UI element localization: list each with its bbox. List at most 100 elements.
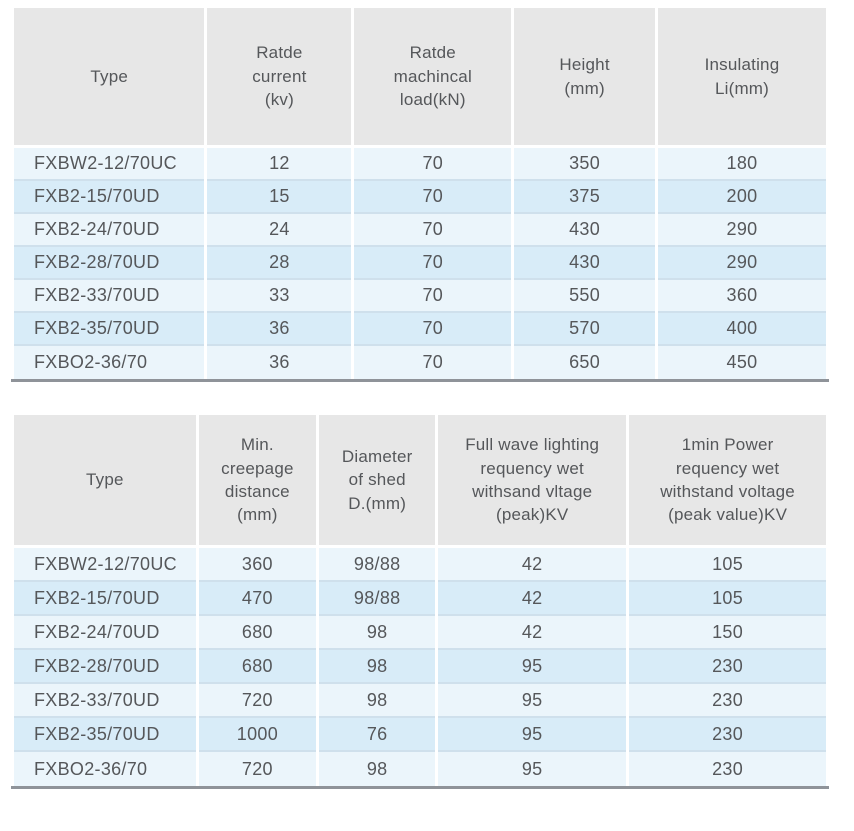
value-cell: 95: [438, 684, 627, 718]
column-header-shed-diameter: Diameter of shed D.(mm): [319, 415, 436, 548]
value-cell: 95: [438, 752, 627, 786]
value-cell: 105: [629, 582, 826, 616]
value-cell: 70: [354, 280, 512, 313]
table-row: FXB2-35/70UD 36 70 570 400: [14, 313, 826, 346]
value-cell: 680: [198, 650, 317, 684]
value-cell: 95: [438, 718, 627, 752]
type-cell: FXB2-28/70UD: [14, 247, 205, 280]
table-row: FXBO2-36/70 720 98 95 230: [14, 752, 826, 786]
table-2-header: Type Min. creepage distance (mm) Diamete…: [14, 415, 826, 548]
type-cell: FXB2-24/70UD: [14, 616, 196, 650]
table-row: FXB2-33/70UD 720 98 95 230: [14, 684, 826, 718]
value-cell: 28: [207, 247, 352, 280]
table-row: FXB2-33/70UD 33 70 550 360: [14, 280, 826, 313]
content-wrap: Type Ratde current (kv) Ratde machincal …: [11, 0, 829, 789]
type-cell: FXBW2-12/70UC: [14, 148, 205, 181]
type-cell: FXB2-33/70UD: [14, 280, 205, 313]
table-row: FXB2-28/70UD 680 98 95 230: [14, 650, 826, 684]
value-cell: 1000: [198, 718, 317, 752]
table-1-body: FXBW2-12/70UC 12 70 350 180 FXB2-15/70UD…: [14, 148, 826, 379]
value-cell: 470: [198, 582, 317, 616]
value-cell: 24: [207, 214, 352, 247]
value-cell: 230: [629, 718, 826, 752]
value-cell: 360: [657, 280, 826, 313]
value-cell: 15: [207, 181, 352, 214]
type-cell: FXB2-24/70UD: [14, 214, 205, 247]
table-2-body: FXBW2-12/70UC 360 98/88 42 105 FXB2-15/7…: [14, 548, 826, 786]
value-cell: 36: [207, 346, 352, 379]
value-cell: 350: [514, 148, 655, 181]
type-cell: FXB2-35/70UD: [14, 313, 205, 346]
value-cell: 450: [657, 346, 826, 379]
type-cell: FXB2-33/70UD: [14, 684, 196, 718]
value-cell: 98/88: [319, 582, 436, 616]
value-cell: 230: [629, 684, 826, 718]
value-cell: 570: [514, 313, 655, 346]
type-cell: FXBO2-36/70: [14, 346, 205, 379]
column-header-insulating: Insulating Li(mm): [657, 8, 826, 148]
type-cell: FXB2-15/70UD: [14, 582, 196, 616]
value-cell: 230: [629, 650, 826, 684]
table-row: FXBW2-12/70UC 360 98/88 42 105: [14, 548, 826, 582]
column-header-type: Type: [14, 8, 205, 148]
type-cell: FXBO2-36/70: [14, 752, 196, 786]
column-header-creepage: Min. creepage distance (mm): [198, 415, 317, 548]
value-cell: 42: [438, 548, 627, 582]
column-header-mechanical-load: Ratde machincal load(kN): [354, 8, 512, 148]
type-cell: FXB2-28/70UD: [14, 650, 196, 684]
value-cell: 430: [514, 247, 655, 280]
table-row: FXB2-28/70UD 28 70 430 290: [14, 247, 826, 280]
type-cell: FXB2-15/70UD: [14, 181, 205, 214]
value-cell: 70: [354, 346, 512, 379]
value-cell: 550: [514, 280, 655, 313]
value-cell: 230: [629, 752, 826, 786]
value-cell: 70: [354, 148, 512, 181]
table-row: FXB2-24/70UD 24 70 430 290: [14, 214, 826, 247]
table-row: FXB2-15/70UD 470 98/88 42 105: [14, 582, 826, 616]
value-cell: 70: [354, 214, 512, 247]
value-cell: 680: [198, 616, 317, 650]
value-cell: 150: [629, 616, 826, 650]
value-cell: 70: [354, 313, 512, 346]
table-row: FXB2-15/70UD 15 70 375 200: [14, 181, 826, 214]
header-row: Type Ratde current (kv) Ratde machincal …: [14, 8, 826, 148]
value-cell: 430: [514, 214, 655, 247]
value-cell: 70: [354, 247, 512, 280]
value-cell: 105: [629, 548, 826, 582]
column-header-power-frequency: 1min Power requency wet withstand voltag…: [629, 415, 826, 548]
value-cell: 360: [198, 548, 317, 582]
value-cell: 98: [319, 616, 436, 650]
column-header-type: Type: [14, 415, 196, 548]
spec-table-withstand: Type Min. creepage distance (mm) Diamete…: [11, 415, 829, 789]
value-cell: 95: [438, 650, 627, 684]
table-row: FXB2-35/70UD 1000 76 95 230: [14, 718, 826, 752]
value-cell: 180: [657, 148, 826, 181]
type-cell: FXB2-35/70UD: [14, 718, 196, 752]
value-cell: 375: [514, 181, 655, 214]
value-cell: 290: [657, 247, 826, 280]
table-row: FXB2-24/70UD 680 98 42 150: [14, 616, 826, 650]
value-cell: 200: [657, 181, 826, 214]
spec-table-electrical: Type Ratde current (kv) Ratde machincal …: [11, 8, 829, 382]
column-header-height: Height (mm): [514, 8, 655, 148]
value-cell: 76: [319, 718, 436, 752]
value-cell: 42: [438, 582, 627, 616]
value-cell: 720: [198, 752, 317, 786]
value-cell: 720: [198, 684, 317, 718]
value-cell: 70: [354, 181, 512, 214]
header-row: Type Min. creepage distance (mm) Diamete…: [14, 415, 826, 548]
column-header-full-wave: Full wave lighting requency wet withsand…: [438, 415, 627, 548]
value-cell: 290: [657, 214, 826, 247]
type-cell: FXBW2-12/70UC: [14, 548, 196, 582]
value-cell: 33: [207, 280, 352, 313]
value-cell: 12: [207, 148, 352, 181]
value-cell: 98/88: [319, 548, 436, 582]
value-cell: 98: [319, 650, 436, 684]
value-cell: 650: [514, 346, 655, 379]
value-cell: 400: [657, 313, 826, 346]
column-header-rated-current: Ratde current (kv): [207, 8, 352, 148]
table-row: FXBW2-12/70UC 12 70 350 180: [14, 148, 826, 181]
table-1-header: Type Ratde current (kv) Ratde machincal …: [14, 8, 826, 148]
value-cell: 98: [319, 684, 436, 718]
